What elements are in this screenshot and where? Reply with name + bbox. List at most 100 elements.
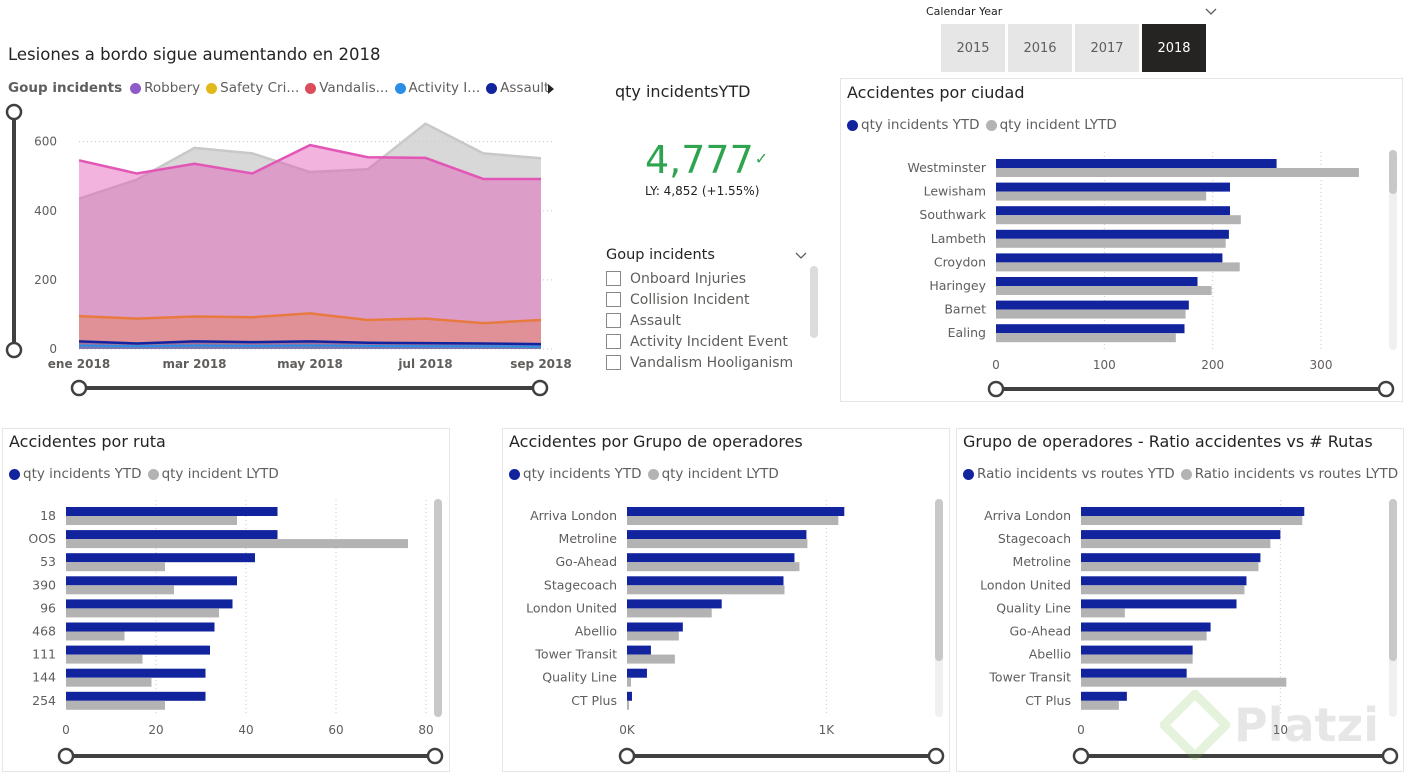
- filter-item[interactable]: Assault: [606, 310, 806, 331]
- filter-scrollbar[interactable]: [810, 266, 818, 338]
- bar-lytd[interactable]: [996, 309, 1186, 319]
- year-tab-2017[interactable]: 2017: [1075, 24, 1139, 72]
- scrollbar-thumb[interactable]: [1389, 499, 1397, 661]
- bar-lytd[interactable]: [66, 608, 219, 618]
- bar-ytd[interactable]: [627, 530, 807, 540]
- bar-ytd[interactable]: [627, 622, 683, 632]
- bar-ytd[interactable]: [996, 253, 1223, 263]
- bar-lytd[interactable]: [996, 262, 1240, 272]
- bar-ytd[interactable]: [996, 159, 1277, 168]
- checkbox[interactable]: [606, 313, 621, 328]
- zoom-handle-right[interactable]: [1381, 747, 1399, 765]
- bar-ytd[interactable]: [1081, 553, 1261, 563]
- bar-lytd[interactable]: [66, 539, 408, 549]
- bar-lytd[interactable]: [627, 516, 839, 525]
- bar-ytd[interactable]: [1081, 691, 1127, 701]
- bar-lytd[interactable]: [66, 585, 174, 595]
- legend-item[interactable]: Vandalis...: [305, 80, 389, 96]
- legend-item[interactable]: Activity I...: [394, 80, 480, 96]
- bar-ytd[interactable]: [1081, 507, 1305, 516]
- bar-lytd[interactable]: [627, 631, 679, 641]
- bar-ytd[interactable]: [627, 645, 651, 655]
- y-zoom-handle-top[interactable]: [5, 103, 23, 121]
- bar-lytd[interactable]: [1081, 654, 1193, 664]
- bar-ytd[interactable]: [66, 599, 233, 609]
- bar-lytd[interactable]: [1081, 677, 1287, 687]
- bar-ytd[interactable]: [66, 553, 255, 563]
- bar-lytd[interactable]: [66, 562, 165, 572]
- checkbox[interactable]: [606, 292, 621, 307]
- year-tab-2018[interactable]: 2018: [1142, 24, 1206, 72]
- bar-lytd[interactable]: [66, 677, 152, 687]
- legend-next-icon[interactable]: [546, 81, 556, 95]
- bar-lytd[interactable]: [1081, 562, 1259, 572]
- bar-lytd[interactable]: [1081, 516, 1303, 525]
- zoom-handle-right[interactable]: [927, 747, 945, 765]
- zoom-handle-left[interactable]: [1072, 747, 1090, 765]
- filter-chevron-down-icon[interactable]: [794, 248, 808, 262]
- bar-lytd[interactable]: [996, 333, 1176, 343]
- bar-lytd[interactable]: [66, 654, 143, 664]
- year-tab-2015[interactable]: 2015: [941, 24, 1005, 72]
- bar-ytd[interactable]: [627, 553, 795, 563]
- y-zoom-handle-bottom[interactable]: [5, 341, 23, 359]
- x-zoom-handle-right[interactable]: [531, 379, 549, 397]
- bar-lytd[interactable]: [996, 238, 1226, 248]
- bar-ytd[interactable]: [66, 691, 206, 701]
- bar-ytd[interactable]: [1081, 576, 1247, 586]
- bar-ytd[interactable]: [1081, 622, 1211, 632]
- checkbox[interactable]: [606, 271, 621, 286]
- filter-item[interactable]: Collision Incident: [606, 289, 806, 310]
- year-tab-2016[interactable]: 2016: [1008, 24, 1072, 72]
- bar-lytd[interactable]: [996, 191, 1207, 201]
- checkbox[interactable]: [606, 355, 621, 370]
- legend-item[interactable]: Robbery: [130, 80, 200, 96]
- bar-ytd[interactable]: [996, 324, 1185, 334]
- bar-lytd[interactable]: [627, 562, 800, 572]
- x-zoom-handle-left[interactable]: [70, 379, 88, 397]
- bar-lytd[interactable]: [996, 215, 1241, 225]
- bar-lytd[interactable]: [1081, 700, 1119, 710]
- bar-lytd[interactable]: [627, 677, 631, 687]
- bar-lytd[interactable]: [627, 539, 808, 549]
- scrollbar-thumb[interactable]: [935, 499, 943, 661]
- bar-ytd[interactable]: [66, 622, 215, 632]
- bar-lytd[interactable]: [996, 286, 1212, 295]
- bar-ytd[interactable]: [627, 691, 632, 701]
- bar-lytd[interactable]: [996, 168, 1359, 177]
- bar-lytd[interactable]: [1081, 608, 1125, 618]
- bar-ytd[interactable]: [996, 229, 1229, 239]
- bar-lytd[interactable]: [1081, 631, 1207, 641]
- filter-item[interactable]: Activity Incident Event: [606, 331, 806, 352]
- bar-lytd[interactable]: [66, 631, 125, 641]
- zoom-handle-left[interactable]: [618, 747, 636, 765]
- bar-lytd[interactable]: [627, 654, 675, 664]
- bar-ytd[interactable]: [627, 507, 845, 516]
- zoom-handle-right[interactable]: [1377, 380, 1395, 398]
- bar-lytd[interactable]: [1081, 585, 1245, 595]
- legend-item[interactable]: Safety Cri...: [206, 80, 299, 96]
- checkbox[interactable]: [606, 334, 621, 349]
- bar-ytd[interactable]: [66, 507, 278, 516]
- bar-ytd[interactable]: [996, 300, 1189, 310]
- bar-ytd[interactable]: [1081, 599, 1237, 609]
- bar-lytd[interactable]: [627, 700, 629, 710]
- legend-item[interactable]: Assault: [486, 80, 549, 96]
- bar-ytd[interactable]: [66, 530, 278, 540]
- bar-ytd[interactable]: [627, 576, 784, 586]
- bar-ytd[interactable]: [66, 668, 206, 678]
- zoom-handle-right[interactable]: [426, 747, 444, 765]
- scrollbar-track[interactable]: [1389, 150, 1397, 350]
- bar-ytd[interactable]: [66, 576, 237, 586]
- bar-ytd[interactable]: [627, 599, 722, 609]
- bar-ytd[interactable]: [996, 206, 1230, 216]
- bar-lytd[interactable]: [627, 585, 785, 595]
- bar-ytd[interactable]: [996, 182, 1230, 192]
- scrollbar-thumb[interactable]: [434, 499, 442, 717]
- filter-item[interactable]: Onboard Injuries: [606, 268, 806, 289]
- zoom-handle-left[interactable]: [987, 380, 1005, 398]
- slicer-chevron-down-icon[interactable]: [1204, 4, 1218, 18]
- filter-item[interactable]: Vandalism Hooliganism: [606, 352, 806, 373]
- bar-ytd[interactable]: [627, 668, 647, 678]
- scrollbar-thumb[interactable]: [1389, 150, 1397, 194]
